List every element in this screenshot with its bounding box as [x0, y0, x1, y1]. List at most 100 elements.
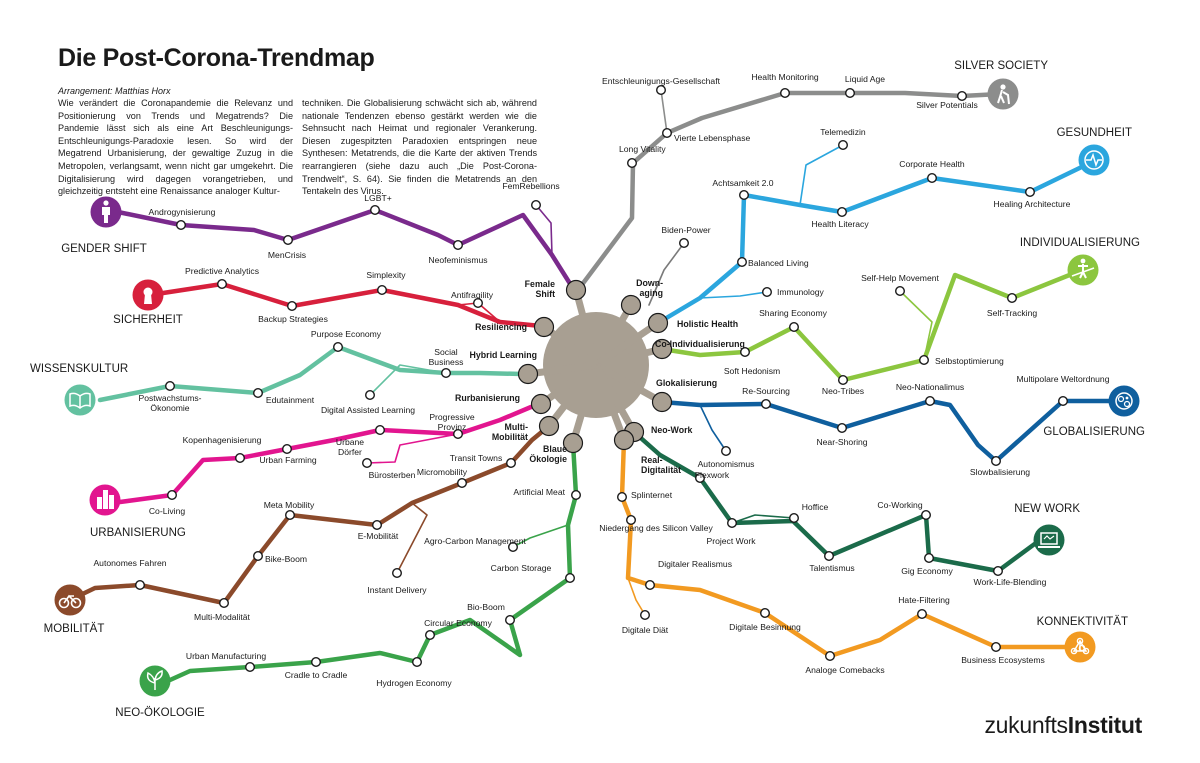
- station-cradle-to-cradle: [311, 657, 322, 668]
- trend-label-multipolare-weltordnung: Multipolare Weltordnung: [1017, 374, 1110, 384]
- trend-label-neofeminismus: Neofeminismus: [428, 255, 487, 265]
- station-backup-strategies: [287, 301, 298, 312]
- station-urbane-doerfer: [375, 425, 386, 436]
- trend-label-edutainment: Edutainment: [266, 395, 315, 405]
- laptop-icon-part: [1043, 535, 1055, 540]
- metatrend-label-down-aging: Down-aging: [636, 278, 663, 298]
- buerosterben-branch: [366, 433, 459, 464]
- station-healing-architecture: [1024, 186, 1035, 197]
- trend-label-silver-potentials: Silver Potentials: [916, 100, 978, 110]
- trend-label-femrebellions: FemRebellions: [502, 181, 559, 191]
- virus-tentacle: [527, 361, 597, 378]
- megatrend-label-silver-society: SILVER SOCIETY: [954, 60, 1048, 72]
- station-near-shoring: [837, 423, 848, 434]
- station-simplexity: [377, 285, 388, 296]
- station-project-work: [727, 518, 738, 529]
- station-hate-filtering: [917, 609, 928, 620]
- silver-society-line: [575, 90, 1003, 293]
- station-buerosterben: [362, 458, 373, 469]
- megatrend-label-mobilitaet: MOBILITÄT: [44, 623, 105, 635]
- station-social-business: [441, 368, 452, 379]
- trend-label-cradle-to-cradle: Cradle to Cradle: [285, 670, 348, 680]
- trend-label-corporate-health: Corporate Health: [899, 159, 965, 169]
- station-gig-economy: [924, 553, 935, 564]
- megatrend-label-sicherheit: SICHERHEIT: [113, 314, 183, 326]
- station-femrebellions: [531, 199, 542, 210]
- megatrend-label-globalisierung: GLOBALISIERUNG: [1043, 426, 1145, 438]
- station-sharing-economy: [789, 322, 800, 333]
- gender-person-icon-part: [103, 200, 109, 206]
- trend-label-artificial-meat: Artificial Meat: [513, 487, 565, 497]
- station-postwachstums-oekonomie: [164, 381, 175, 392]
- gesundheit-telemedizin-branch: [799, 144, 844, 206]
- station-multi-modalitaet: [218, 598, 229, 609]
- virus-tentacle: [595, 345, 663, 369]
- megatrend-label-wissenskultur: WISSENSKULTUR: [30, 363, 128, 375]
- station-neo-tribes: [838, 375, 849, 386]
- station-edutainment: [252, 388, 263, 399]
- network-nodes-icon-part: [1070, 647, 1078, 655]
- trend-label-slowbalisierung: Slowbalisierung: [970, 467, 1030, 477]
- new-work-line: [631, 429, 1043, 574]
- trend-label-backup-strategies: Backup Strategies: [258, 314, 328, 324]
- station-entschleunigungs-gesellschaft: [656, 84, 667, 95]
- station-balanced-living: [737, 257, 748, 268]
- trend-label-soft-hedonism: Soft Hedonism: [724, 366, 780, 376]
- trend-label-hoffice: Hoffice: [802, 502, 829, 512]
- digitale-diaet-branch: [627, 577, 646, 616]
- sprouting-plant-icon-part: [146, 670, 163, 690]
- trend-label-healing-architecture: Healing Architecture: [994, 199, 1071, 209]
- trend-label-vierte-lebensphase: Vierte Lebensphase: [674, 133, 751, 143]
- trend-label-circular-economy: Circular Economy: [424, 618, 493, 628]
- trend-label-immunology: Immunology: [777, 287, 825, 297]
- bicycle-icon: [58, 594, 82, 609]
- station-flexwork: [695, 473, 706, 484]
- gender-person-icon-part: [102, 207, 110, 223]
- laptop-icon: [1038, 532, 1060, 548]
- trend-label-telemedizin: Telemedizin: [820, 127, 866, 137]
- trend-label-lgbt: LGBT+: [364, 193, 391, 203]
- virus-tentacle: [594, 361, 664, 406]
- elderly-walking-icon: [997, 84, 1010, 105]
- trend-label-autonomismus: Autonomismus: [698, 459, 755, 469]
- self-help-branch: [899, 290, 933, 361]
- station-digitaler-realismus: [645, 580, 656, 591]
- virus-tentacle: [572, 289, 600, 366]
- trend-label-meta-mobility: Meta Mobility: [264, 500, 315, 510]
- trend-label-digitaler-realismus: Digitaler Realismus: [658, 559, 732, 569]
- station-urban-manufacturing: [244, 662, 255, 673]
- virus-tentacle: [594, 320, 660, 368]
- station-biden-power: [679, 237, 690, 248]
- megatrend-badge-mobilitaet: [54, 584, 86, 616]
- station-progressive-provinz: [453, 429, 464, 440]
- station-corporate-health: [927, 172, 938, 183]
- metatrend-label-female-shift: Female Shift: [525, 279, 555, 299]
- keyhole-icon-part: [144, 294, 152, 304]
- metatrend-label-holistic-health: Holistic Health: [677, 319, 738, 329]
- person-on-rope-icon: [1071, 258, 1095, 279]
- network-nodes-icon: [1070, 637, 1090, 655]
- elderly-walking-icon-part: [997, 89, 1010, 105]
- megatrend-label-gender-shift: GENDER SHIFT: [61, 243, 147, 255]
- station-antifragility: [473, 298, 484, 309]
- hoffice-branch: [731, 514, 795, 524]
- station-artificial-meat: [571, 490, 582, 501]
- station-androgynisierung: [175, 219, 186, 230]
- station-digitale-besinnung: [760, 608, 771, 619]
- person-on-rope-icon-part: [1078, 264, 1088, 279]
- virus-tentacle: [538, 362, 599, 407]
- globe-network-icon-part: [1115, 392, 1133, 410]
- metatrend-station: [613, 429, 635, 451]
- trend-label-purpose-economy: Purpose Economy: [311, 329, 382, 339]
- station-slowbalisierung: [991, 456, 1002, 467]
- metatrend-station: [620, 294, 642, 316]
- trend-label-autonomes-fahren: Autonomes Fahren: [93, 558, 166, 568]
- virus-tentacle: [569, 364, 600, 444]
- person-on-rope-icon-part: [1080, 258, 1086, 264]
- gesundheit-line: [655, 159, 1095, 326]
- metatrend-label-multi-mobilitaet: Multi-Mobilität: [492, 422, 528, 442]
- metatrend-station: [647, 312, 669, 334]
- megatrend-label-konnektivitaet: KONNEKTIVITÄT: [1037, 616, 1128, 628]
- trend-label-co-living: Co-Living: [149, 506, 186, 516]
- station-predictive-analytics: [216, 279, 227, 290]
